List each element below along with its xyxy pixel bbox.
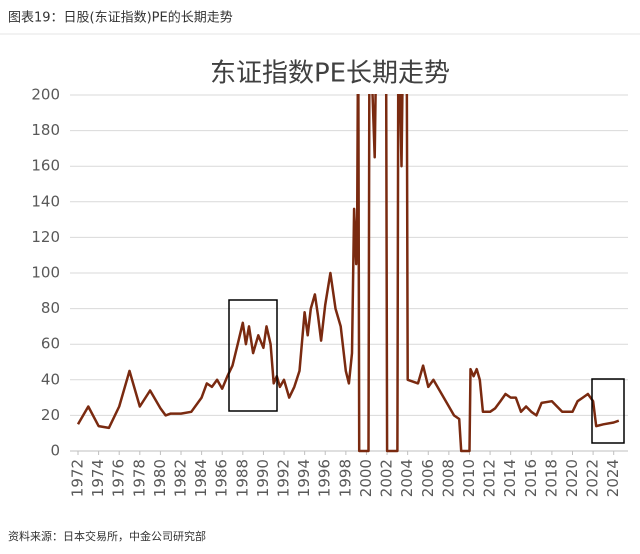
x-tick-label: 1974 [89,459,107,497]
highlight-box [591,378,625,444]
x-tick-label: 2012 [481,459,499,497]
y-tick-label: 140 [31,192,60,210]
y-tick-label: 120 [31,228,60,246]
x-tick-label: 2018 [542,459,560,497]
x-tick-label: 1994 [295,459,313,497]
pe-line [76,94,620,453]
x-tick-label: 1988 [233,459,251,497]
x-tick-label: 2016 [522,459,540,497]
x-tick-label: 1990 [254,459,272,497]
x-tick-label: 1980 [151,459,169,497]
x-tick-label: 2004 [398,459,416,497]
x-tick-label: 1984 [192,459,210,497]
chart-title: 东证指数PE长期走势 [210,59,450,89]
source: 资料来源：日本交易所，中金公司研究部 [8,529,206,543]
y-tick-label: 160 [31,157,60,175]
x-tick-label: 1998 [336,459,354,497]
y-tick-label: 40 [41,370,60,388]
x-tick-label: 1982 [172,459,190,497]
x-tick-label: 2010 [460,459,478,497]
x-tick-label: 2022 [584,459,602,497]
x-tick-label: 1992 [275,459,293,497]
x-tick-label: 1976 [110,459,128,497]
y-tick-label: 200 [31,86,60,104]
x-tick-label: 1996 [316,459,334,497]
highlight-box [228,299,278,412]
y-tick-label: 20 [41,406,60,424]
grid [70,94,628,455]
x-tick-label: 2008 [439,459,457,497]
y-tick-label: 60 [41,335,60,353]
x-tick-label: 1978 [130,459,148,497]
y-tick-label: 80 [41,299,60,317]
x-tick-label: 2024 [604,459,622,497]
y-tick-label: 100 [31,264,60,282]
x-tick-label: 1972 [69,459,87,497]
x-tick-label: 2002 [378,459,396,497]
x-tick-label: 2006 [419,459,437,497]
x-tick-label: 2000 [357,459,375,497]
x-tick-label: 2020 [563,459,581,497]
caption: 图表19：日股(东证指数)PE的长期走势 [8,10,233,26]
y-tick-label: 0 [50,442,60,460]
x-tick-label: 2014 [501,459,519,497]
y-tick-label: 180 [31,121,60,139]
plot [76,94,620,453]
x-tick-label: 1986 [213,459,231,497]
